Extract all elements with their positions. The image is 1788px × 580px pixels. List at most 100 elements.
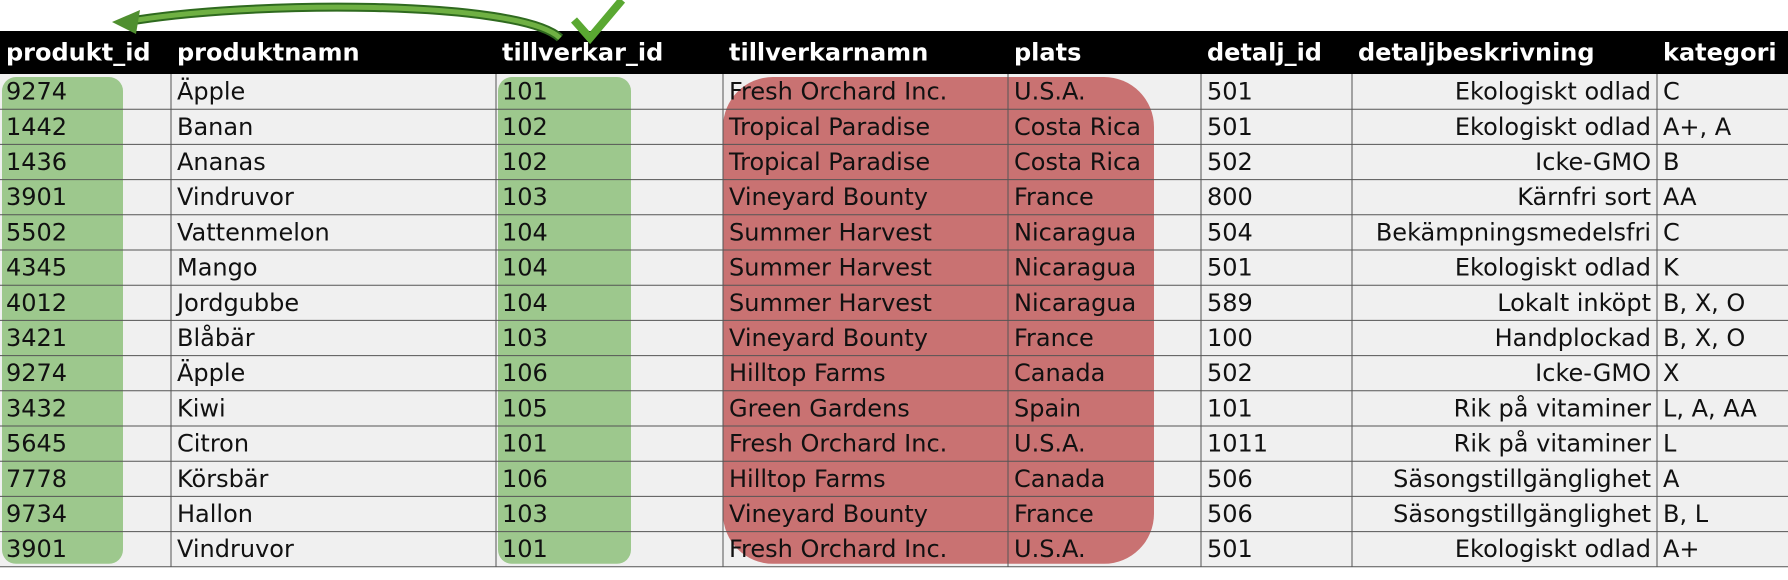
cell: U.S.A. [1014,78,1086,106]
cell: Säsongstillgänglighet [1393,465,1651,493]
cell: 1011 [1207,430,1268,458]
cell: Nicaragua [1014,289,1136,317]
column-header: produktnamn [177,39,360,67]
cell: 103 [502,324,548,352]
cell: 3432 [6,394,67,422]
header-bar [0,31,1788,74]
cell: 4345 [6,254,67,282]
cell: 102 [502,148,548,176]
cell: Vindruvor [177,535,294,563]
cell: 101 [1207,394,1253,422]
cell: B, L [1663,500,1709,528]
cell: 5645 [6,430,67,458]
cell: Nicaragua [1014,254,1136,282]
cell: 105 [502,394,548,422]
cell: 102 [502,113,548,141]
cell: B [1663,148,1679,176]
cell: A [1663,465,1680,493]
cell: 9734 [6,500,67,528]
cell: Rik på vitaminer [1454,393,1651,422]
cell: 501 [1207,254,1253,282]
cell: 506 [1207,465,1253,493]
cell: U.S.A. [1014,535,1086,563]
cell: Vineyard Bounty [729,183,928,211]
cell: Äpple [177,358,245,387]
cell: B, X, O [1663,324,1745,352]
cell: 104 [502,254,548,282]
cell: 3901 [6,535,67,563]
cell: 501 [1207,535,1253,563]
cell: Canada [1014,359,1105,387]
cell: Vineyard Bounty [729,500,928,528]
cell: Ekologiskt odlad [1455,535,1651,563]
cell: Costa Rica [1014,113,1141,141]
cell: AA [1663,183,1697,211]
arrow-head [112,10,140,34]
column-header: produkt_id [6,39,151,67]
cell: Vattenmelon [177,218,330,246]
cell: Lokalt inköpt [1497,289,1651,317]
cell: Ekologiskt odlad [1455,113,1651,141]
cell: Summer Harvest [729,289,932,317]
cell: Rik på vitaminer [1454,429,1651,458]
cell: Summer Harvest [729,218,932,246]
column-header: tillverkar_id [502,39,663,67]
column-header: plats [1014,39,1081,67]
cell: C [1663,78,1680,106]
cell: Vindruvor [177,183,294,211]
cell: B, X, O [1663,289,1745,317]
cell: Körsbär [177,465,269,493]
cell: 5502 [6,218,67,246]
column-header: tillverkarnamn [729,39,928,67]
cell: 800 [1207,183,1253,211]
arrow [124,4,562,40]
cell: Bekämpningsmedelsfri [1376,218,1651,246]
cell: Ananas [177,148,266,176]
cell: 501 [1207,113,1253,141]
cell: Ekologiskt odlad [1455,254,1651,282]
cell: 1436 [6,148,67,176]
cell: Jordgubbe [175,289,299,317]
checkmark [571,0,626,45]
cell: Hallon [177,500,253,528]
cell: A+, A [1663,113,1732,141]
cell: Summer Harvest [729,254,932,282]
cell: Mango [177,254,258,282]
cell: Ekologiskt odlad [1455,78,1651,106]
cell: Blåbär [177,323,255,352]
cell: Spain [1014,394,1081,422]
cell: 103 [502,500,548,528]
cell: Säsongstillgänglighet [1393,500,1651,528]
cell: 589 [1207,289,1253,317]
cell: 9274 [6,359,67,387]
cell: Costa Rica [1014,148,1141,176]
cell: X [1663,359,1679,387]
cell: 4012 [6,289,67,317]
cell: 502 [1207,148,1253,176]
cell: 501 [1207,78,1253,106]
cell: Green Gardens [729,394,910,422]
cell: Hilltop Farms [729,359,886,387]
cell: 9274 [6,78,67,106]
cell: 502 [1207,359,1253,387]
cell: Tropical Paradise [728,148,930,176]
cell: Icke-GMO [1535,359,1651,387]
cell: 7778 [6,465,67,493]
cell: France [1014,500,1094,528]
cell: Handplockad [1495,324,1651,352]
cell: 3901 [6,183,67,211]
table: produkt_id produktnamn tillverkar_id tillve… [0,31,1788,568]
cell: Vineyard Bounty [729,324,928,352]
cell: A+ [1663,535,1700,563]
cell: L, A, AA [1663,394,1757,422]
cell: 104 [502,218,548,246]
column-header: detalj_id [1207,39,1322,67]
cell: 101 [502,430,548,458]
cell: Hilltop Farms [729,465,886,493]
cell: Banan [177,113,253,141]
column-header: detaljbeskrivning [1358,39,1595,67]
cell: Citron [177,430,249,458]
cell: K [1663,254,1680,282]
